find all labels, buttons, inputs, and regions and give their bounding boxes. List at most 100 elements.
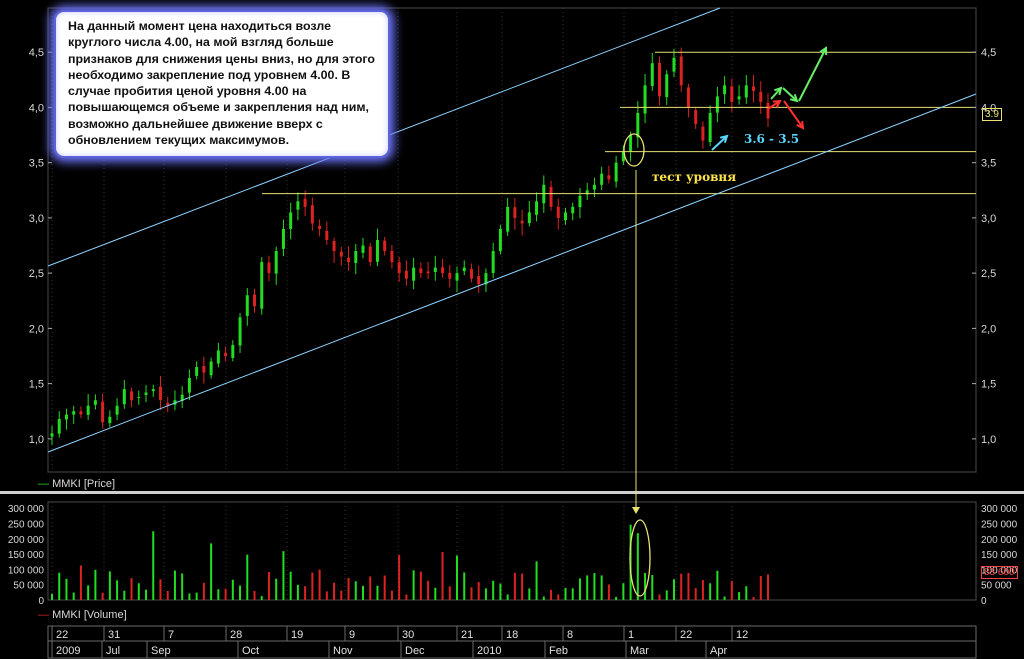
volume-bar [188,593,191,600]
candle-body [281,228,285,249]
volume-bar [79,565,82,600]
volume-bar [376,585,379,600]
candle-body [455,273,459,281]
volume-bar [571,588,574,600]
candle-body [506,206,510,232]
price-tick-label-left: 1,0 [29,434,44,446]
volume-bar [730,580,733,600]
candle-body [448,272,452,279]
volume-bar [246,554,249,600]
volume-bar [369,576,372,600]
price-tick-label-left: 2,0 [29,323,44,335]
price-tick-label-right: 1,0 [981,434,996,446]
volume-bar [383,575,386,600]
candle-body [498,228,502,252]
day-tick-label: 9 [349,629,355,641]
candle-body [260,262,264,309]
volume-bar [173,570,176,600]
candle-body [253,294,257,307]
candle-body [296,201,300,210]
volume-bar [253,591,256,600]
day-tick-label: 1 [628,629,634,641]
volume-bar [159,579,162,600]
candle-body [513,207,517,218]
candle-body [158,386,162,401]
volume-bar [354,581,357,600]
day-tick-label: 28 [230,629,242,641]
day-tick-label: 22 [680,629,692,641]
volume-bar [477,582,480,600]
candle-body [679,56,683,86]
volume-bar [311,572,314,600]
candle-body [701,126,705,141]
red-up-arrow-small [767,100,781,110]
candle-body [484,273,488,285]
candle-body [64,414,68,420]
month-tick-label: 2009 [56,645,80,657]
volume-bar [130,578,133,600]
candle-body [347,257,351,263]
volume-bar [738,592,741,600]
volume-bar [658,594,661,600]
volume-bar [694,588,697,600]
candle-body [491,251,495,274]
volume-bar [434,587,437,600]
volume-bar [528,588,531,600]
candle-body [173,400,177,405]
connector-arrowhead [632,507,640,514]
volume-bar [506,594,509,600]
candle-body [151,389,155,392]
candle-body [130,391,134,401]
candle-body [629,135,633,152]
volume-bar [224,588,227,600]
candle-body [752,86,756,91]
day-tick-label: 12 [736,629,748,641]
candle-body [231,344,235,359]
volume-bar [672,579,675,600]
volume-bar [51,593,53,600]
candle-body [245,295,249,316]
volume-bar [535,561,538,600]
volume-bar [651,574,654,600]
volume-bar [65,578,68,600]
volume-bar [296,584,299,600]
volume-bar [542,596,545,600]
red-down-arrow [783,100,804,129]
candle-body [737,96,741,100]
day-tick-label: 31 [108,629,120,641]
candle-body [535,201,539,215]
candle-body [79,411,83,415]
green-up-arrow-small-head [774,86,783,96]
volume-tick-label-left: 300 000 [8,504,45,515]
price-tick-label-left: 4,5 [29,47,44,59]
volume-bar [333,582,336,600]
volume-bar [390,590,393,600]
volume-bar [586,575,589,600]
candle-body [93,400,97,405]
volume-bar [593,573,596,600]
volume-bar [267,571,270,600]
candle-body [715,96,719,113]
volume-bar [94,569,97,600]
candle-body [57,418,61,434]
volume-tick-label-right: 50 000 [981,581,1012,592]
green-down-arrow-small [782,87,798,102]
volume-bar [152,531,155,600]
volume-tick-label-left: 0 [38,596,44,607]
annotation-note: На данный момент цена находиться возле к… [54,10,390,158]
volume-bar [123,590,126,600]
candle-body [636,112,640,138]
volume-bar [709,583,712,600]
candle-body [144,392,148,396]
candle-body [166,402,170,406]
candle-body [621,151,625,162]
volume-bar [427,580,430,600]
volume-tick-label-right: 300 000 [981,504,1018,515]
volume-bar [607,584,610,600]
candle-body [549,186,553,207]
candle-body [216,350,220,364]
volume-bar [752,596,755,600]
month-tick-label: Jul [106,645,120,657]
volume-bar [101,592,104,600]
volume-bar [202,582,205,600]
